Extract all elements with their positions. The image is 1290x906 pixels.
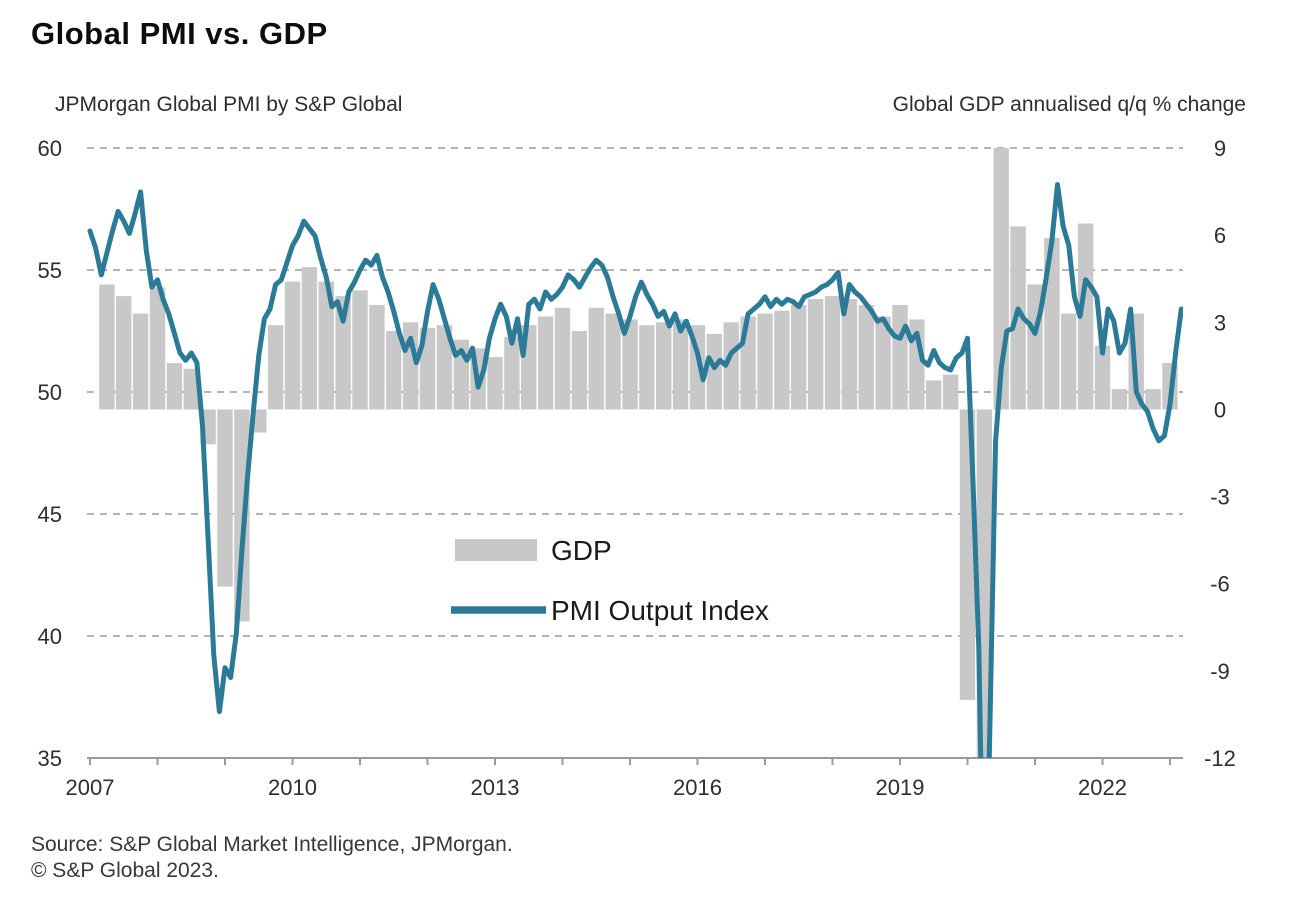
right-axis-tick-label: 3 [1214,310,1226,335]
gdp-bar [132,313,149,410]
gdp-bar [807,299,824,410]
legend-gdp-swatch [455,539,537,561]
gdp-bar [352,290,368,410]
source-line: Source: S&P Global Market Intelligence, … [31,833,513,856]
right-axis-tick-label: -6 [1210,572,1230,597]
gdp-bar [1111,389,1128,410]
gdp-bar [858,304,874,410]
gdp-bar [892,304,908,410]
right-axis-tick-label: 0 [1214,397,1226,422]
pmi-output-index-line [87,182,1183,758]
gdp-bar [1061,313,1077,410]
gdp-bar [774,310,790,410]
gdp-bar [369,304,385,410]
gdp-bar [318,281,334,410]
gdp-bar [639,325,655,410]
source-note: Source: S&P Global Market Intelligence, … [31,832,513,884]
gdp-bar [824,296,841,410]
right-axis-tick-label: 9 [1214,136,1226,161]
x-axis-tick-label: 2019 [876,775,925,800]
gdp-bar [841,299,858,410]
gdp-bar [571,331,588,410]
gdp-bar [1077,223,1094,410]
gdp-bar [605,313,621,410]
x-axis-tick-label: 2007 [66,775,115,800]
gdp-bar [301,267,318,410]
gdp-bar [706,333,723,410]
gdp-bar [436,325,453,410]
left-axis-title: JPMorgan Global PMI by S&P Global [55,93,403,116]
gdp-bar [875,316,891,410]
gdp-bar [386,331,402,410]
gdp-bar [267,325,284,410]
page-title: Global PMI vs. GDP [31,16,328,51]
gdp-bar [656,322,672,410]
gdp-bar [419,328,436,410]
gdp-bar [926,380,942,410]
right-axis-tick-label: -12 [1204,746,1236,771]
gdp-bar [335,296,351,410]
x-axis-tick-label: 2010 [268,775,317,800]
left-axis-tick-label: 60 [38,136,62,161]
gdp-bar [504,336,520,410]
pmi-line-series [87,182,1183,758]
left-axis-tick-label: 35 [38,746,62,771]
gdp-bar [1094,345,1111,410]
gdp-bar [537,316,554,410]
left-axis-tick-label: 40 [38,624,62,649]
left-axis-tick-label: 50 [38,380,62,405]
gdp-bar [487,357,503,410]
gdp-bar [116,296,132,410]
gdp-bars [99,148,1178,758]
x-axis-tick-label: 2016 [673,775,722,800]
right-axis-tick-label: 6 [1214,223,1226,248]
gdp-bar [554,307,571,410]
gdp-bar [723,322,739,410]
left-axis-tick-label: 55 [38,258,62,283]
gdp-bar [942,374,959,410]
x-axis [87,757,1183,765]
gdp-bar [1145,389,1161,410]
legend-pmi-label: PMI Output Index [551,595,769,626]
gdp-bar [217,409,233,587]
right-axis-tick-label: -9 [1210,659,1230,684]
gdp-bar [284,281,301,410]
gdp-bar [672,319,689,410]
gdp-bar [149,287,166,410]
left-axis-tick-label: 45 [38,502,62,527]
gdp-bar [588,307,604,410]
gdp-bar [402,322,419,410]
gdp-bar [234,409,250,622]
gdp-bar [183,368,199,410]
legend-gdp-label: GDP [551,535,612,566]
x-axis-tick-label: 2022 [1078,775,1127,800]
x-axis-tick-label: 2013 [471,775,520,800]
legend: GDP PMI Output Index [451,535,769,626]
right-axis-title: Global GDP annualised q/q % change [892,93,1246,116]
gdp-bar [757,313,773,410]
copyright-line: © S&P Global 2023. [31,859,219,882]
right-axis-tick-label: -3 [1210,485,1230,510]
gdp-bar [791,304,807,410]
axis-tick-labels: 35 40 45 50 55 60 -12 -9 -6 -3 0 3 6 9 2007 2010 2013 201… [38,136,1236,800]
gdp-bar [166,363,183,410]
gdp-bar [622,319,638,410]
gdp-bar [99,284,115,410]
